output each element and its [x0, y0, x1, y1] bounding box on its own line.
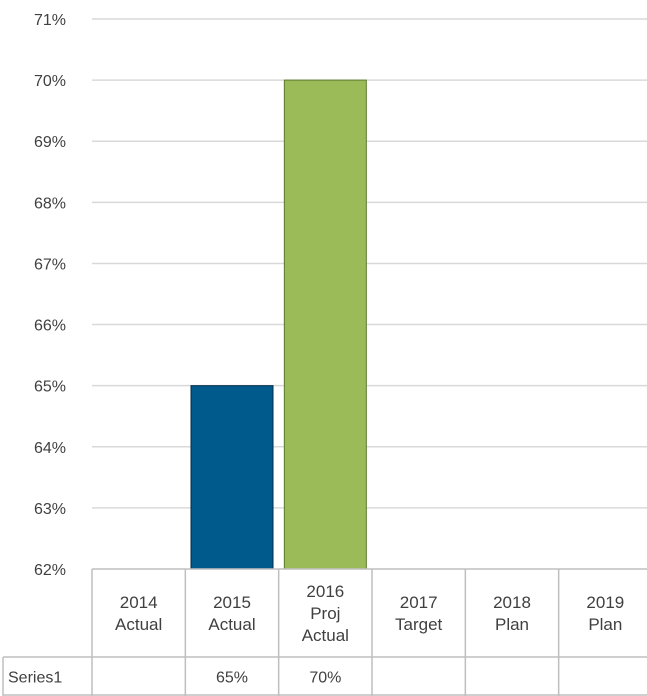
x-category-label: 2017 Target [395, 593, 443, 634]
x-category-label: 2014 Actual [115, 593, 162, 634]
y-tick-label: 68% [34, 195, 66, 212]
x-category-label: 2016 Proj Actual [302, 582, 349, 645]
data-table: 2014 Actual 2015 Actual 2016 Proj Actual 2017 Ta… [2, 568, 647, 696]
x-category-label: 2018 Plan [493, 593, 531, 634]
value-cell: 70% [309, 670, 341, 687]
x-category-label: 2015 Actual [208, 593, 255, 634]
x-category-label: 2019 Plan [586, 593, 624, 634]
y-tick-label: 70% [34, 73, 66, 90]
y-tick-label: 63% [34, 501, 66, 518]
y-tick-label: 67% [34, 256, 66, 273]
y-tick-label: 62% [34, 562, 66, 579]
y-tick-label: 64% [34, 440, 66, 457]
y-tick-label: 69% [34, 134, 66, 151]
bars [190, 79, 367, 570]
y-axis: 62% 63% 64% 65% 66% 67% 68% 69% 70% 71% [34, 12, 66, 579]
y-tick-label: 71% [34, 12, 66, 29]
y-tick-label: 66% [34, 318, 66, 335]
gridlines [92, 18, 647, 509]
bar [283, 79, 367, 570]
bar [190, 385, 274, 570]
y-tick-label: 65% [34, 379, 66, 396]
series-name-cell: Series1 [8, 670, 62, 687]
value-cell: 65% [216, 670, 248, 687]
